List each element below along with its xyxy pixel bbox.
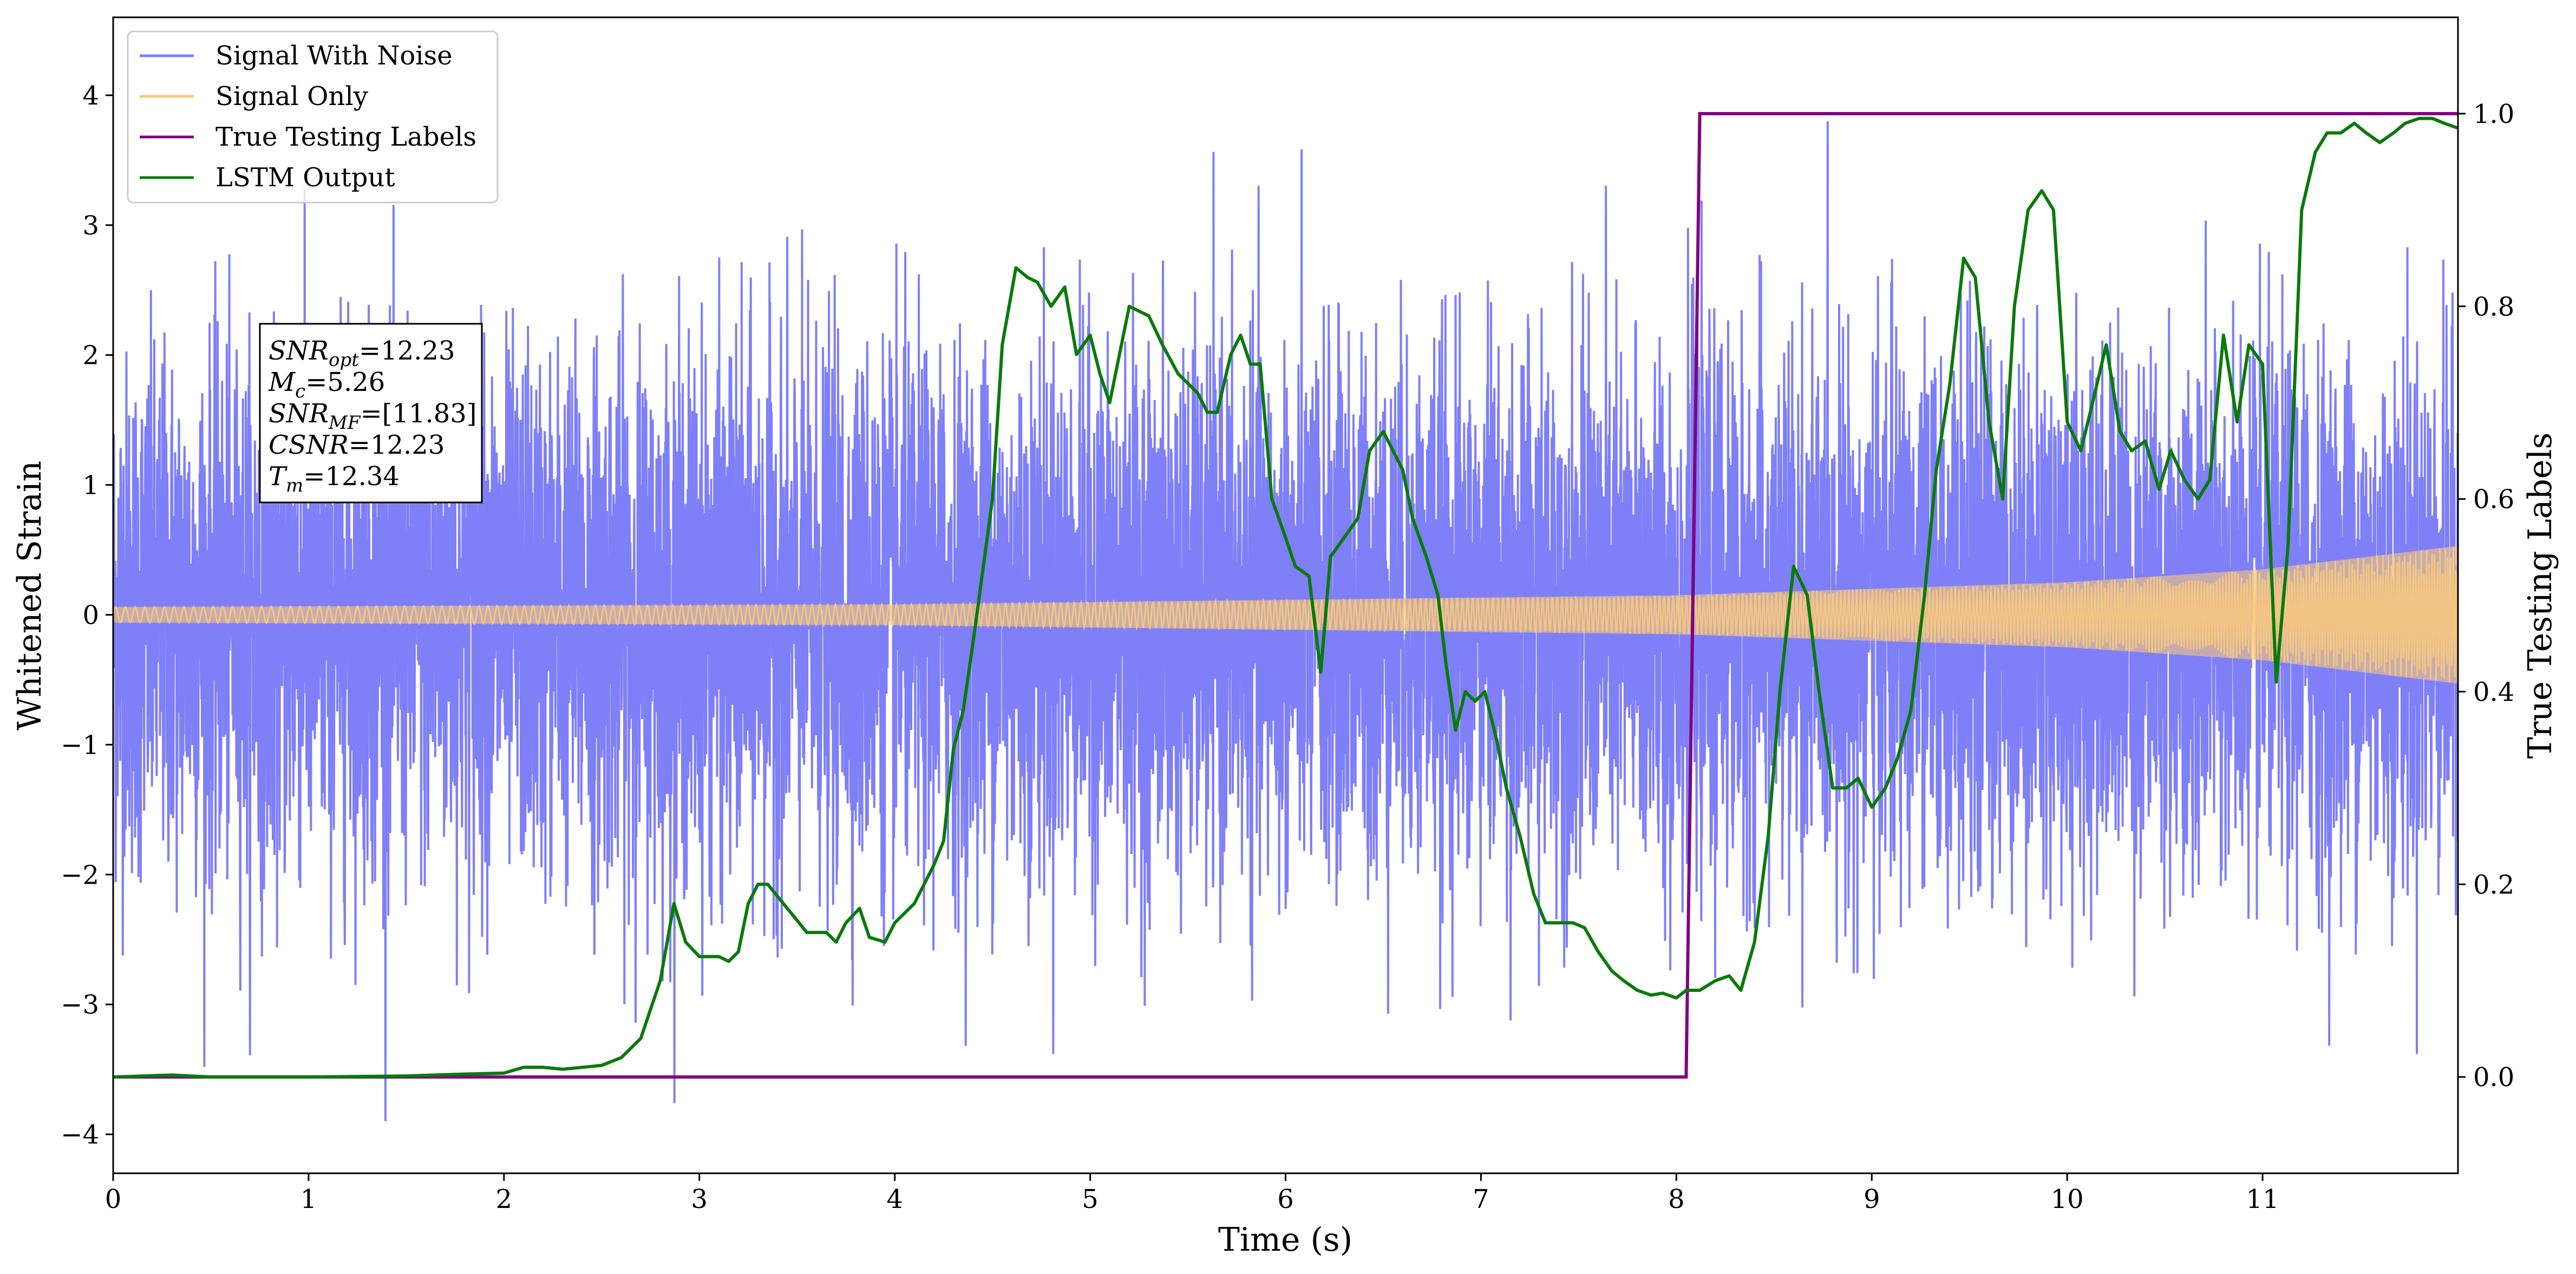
y-left-tick-label: 1: [82, 471, 99, 501]
y-left-tick-label: 3: [82, 211, 99, 241]
legend-entry-signal-with-noise: Signal With Noise: [215, 41, 453, 71]
annotation-tm-sub: m: [286, 475, 303, 496]
legend-entry-lstm-output: LSTM Output: [215, 162, 395, 193]
legend-entry-signal-only: Signal Only: [215, 81, 368, 112]
annotation-snr-mf-sub: MF: [328, 412, 361, 434]
x-tick-label: 5: [1082, 1184, 1099, 1214]
x-tick-label: 10: [2051, 1184, 2084, 1214]
y-left-tick-label: −4: [61, 1120, 99, 1150]
annotation-tm-main: T: [269, 461, 287, 492]
x-tick-label: 3: [691, 1184, 708, 1214]
y-axis-right: 0.0 0.2 0.4 0.6 0.8 1.0: [2458, 99, 2514, 1093]
annotation-csnr-value: =12.23: [349, 430, 445, 460]
x-axis: 0 1 2 3 4 5 6 7 8 9 10 11: [105, 1173, 2279, 1214]
parameters-annotation: SNRopt=12.23 Mc=5.26 SNRMF=[11.83] CSNR=…: [259, 323, 483, 504]
series-true-testing-labels: [113, 112, 2458, 1079]
annotation-mc-sub: c: [295, 381, 305, 402]
y-right-tick-label: 0.4: [2473, 677, 2514, 707]
y-axis-right-label: True Testing Labels: [2521, 433, 2559, 759]
annotation-snr-opt-main: SNR: [269, 336, 329, 366]
annotation-snr-mf-value: =[11.83]: [360, 398, 476, 429]
legend: Signal With Noise Signal Only True Testi…: [127, 30, 499, 204]
y-left-tick-label: −1: [61, 730, 99, 760]
y-axis-left: −4 −3 −2 −1 0 1 2 3 4: [61, 81, 113, 1150]
y-left-tick-label: −3: [61, 990, 99, 1020]
y-right-tick-label: 0.0: [2473, 1062, 2514, 1093]
series-lstm-output: [113, 116, 2458, 1079]
x-tick-label: 8: [1668, 1184, 1685, 1214]
annotation-snr-opt: SNRopt=12.23: [269, 336, 455, 371]
annotation-csnr: CSNR=12.23: [269, 430, 444, 460]
annotation-snr-mf: SNRMF=[11.83]: [269, 398, 477, 434]
y-right-tick-label: 0.8: [2473, 292, 2514, 322]
annotation-mc-main: M: [268, 367, 296, 397]
annotation-mc: Mc=5.26: [268, 367, 385, 402]
x-axis-label: Time (s): [1218, 1221, 1352, 1259]
y-left-tick-label: −2: [61, 860, 99, 890]
x-tick-label: 7: [1473, 1184, 1489, 1214]
x-tick-label: 0: [105, 1184, 122, 1214]
annotation-tm-value: =12.34: [303, 461, 400, 492]
legend-box: [127, 30, 499, 204]
y-axis-left-label: Whitened Strain: [11, 461, 49, 730]
annotation-snr-opt-sub: opt: [329, 349, 359, 371]
y-right-tick-label: 0.2: [2473, 870, 2514, 900]
y-left-tick-label: 0: [82, 600, 99, 630]
annotation-csnr-main: CSNR: [269, 430, 349, 460]
series-signal-only: [113, 547, 2458, 683]
x-tick-label: 11: [2246, 1184, 2279, 1214]
x-tick-label: 4: [886, 1184, 903, 1214]
annotation-snr-mf-main: SNR: [269, 398, 329, 429]
annotation-mc-value: =5.26: [305, 367, 385, 397]
x-tick-label: 6: [1277, 1184, 1294, 1214]
legend-entry-true-testing-labels: True Testing Labels: [215, 122, 476, 152]
annotation-snr-opt-value: =12.23: [359, 336, 455, 366]
y-left-tick-label: 4: [82, 81, 99, 111]
y-left-tick-label: 2: [82, 341, 99, 371]
annotation-box: [259, 323, 483, 504]
x-tick-label: 1: [300, 1184, 317, 1214]
x-tick-label: 9: [1864, 1184, 1880, 1214]
annotation-tm: Tm=12.34: [269, 461, 400, 496]
plot-series-layer: [113, 112, 2458, 1122]
x-tick-label: 2: [496, 1184, 513, 1214]
y-right-tick-label: 1.0: [2473, 99, 2514, 129]
y-right-tick-label: 0.6: [2473, 485, 2514, 515]
